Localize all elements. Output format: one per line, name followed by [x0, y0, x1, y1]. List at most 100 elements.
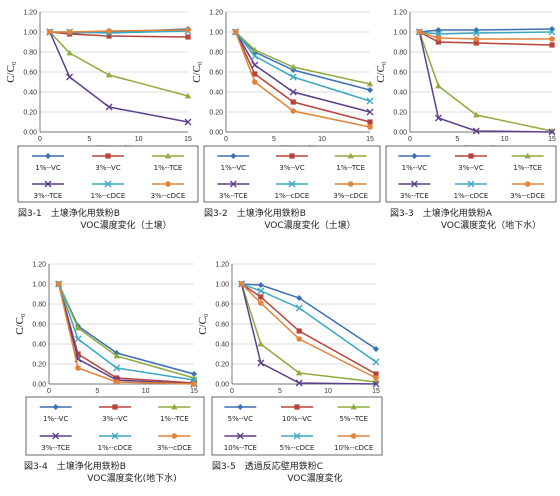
- legend-marker: [52, 404, 59, 410]
- data-point: [190, 376, 198, 384]
- data-point: [296, 295, 303, 301]
- y-tick-label: 0.80: [215, 302, 229, 309]
- series-line: [234, 31, 371, 128]
- legend-marker: [524, 152, 531, 159]
- legend: 1%--VC 3%--VC 1%--TCE 3%--TCE 1%--cDCE 3%--cD…: [385, 145, 557, 203]
- data-point: [434, 30, 442, 38]
- legend-label: 3%--TCE: [34, 192, 63, 200]
- legend-label: 1%--VC: [43, 415, 69, 423]
- x-tick-label: 10: [135, 136, 143, 143]
- data-point: [251, 46, 258, 53]
- caption-line-1: 図3-4 土壌浄化用鉄粉B: [24, 460, 126, 472]
- x-tick-label: 15: [372, 388, 380, 395]
- legend-marker: [105, 153, 111, 159]
- x-tick-label: 15: [190, 388, 198, 395]
- y-tick-label: 0.80: [32, 302, 46, 309]
- data-point: [290, 99, 296, 105]
- data-point: [113, 352, 120, 359]
- y-tick-label: 0.40: [393, 90, 407, 97]
- legend-marker: [52, 432, 60, 440]
- data-point: [472, 127, 480, 135]
- series-line: [234, 31, 371, 113]
- data-point: [232, 29, 239, 35]
- data-point: [106, 28, 112, 34]
- data-point: [549, 36, 555, 42]
- series-5%--cDCE: [238, 280, 380, 366]
- y-tick-label: 0.40: [32, 342, 46, 349]
- y-tick-label: 0.80: [209, 50, 223, 57]
- legend-marker: [524, 181, 531, 187]
- data-point: [257, 287, 265, 295]
- series-line: [235, 31, 371, 102]
- y-tick-label: 0.60: [23, 70, 37, 77]
- series-line: [419, 31, 553, 46]
- legend-label: 3%--TCE: [219, 192, 248, 200]
- data-point: [74, 324, 82, 331]
- series-line: [241, 283, 377, 379]
- caption-line-2: VOC濃度変化: [287, 472, 342, 484]
- y-tick-label: 0.20: [215, 362, 229, 369]
- data-point: [435, 35, 442, 41]
- data-point: [472, 29, 480, 37]
- legend-marker: [165, 181, 171, 187]
- legend-marker: [289, 153, 295, 159]
- data-point: [372, 380, 380, 388]
- data-point: [106, 33, 112, 39]
- data-point: [113, 364, 121, 372]
- data-point: [289, 73, 297, 81]
- y-tick-label: 1.00: [32, 282, 46, 289]
- series-line: [57, 283, 195, 379]
- data-point: [290, 63, 297, 70]
- legend-label: 3%--TCE: [400, 192, 429, 200]
- data-point: [296, 328, 302, 334]
- legend-label: 1%--cDCE: [275, 192, 310, 200]
- data-point: [75, 351, 81, 357]
- data-point: [47, 29, 53, 35]
- x-tick-label: 10: [324, 388, 332, 395]
- legend-marker: [229, 180, 237, 188]
- legend: 5%--VC 10%--VC 5%--TCE 10%--TCE 5%--cDCE 10%-…: [211, 396, 383, 456]
- y-tick-label: 1.20: [23, 10, 37, 17]
- series-3%--cDCE: [55, 281, 197, 387]
- data-point: [105, 103, 113, 111]
- series-line: [49, 31, 189, 123]
- legend-label: 5%--VC: [228, 415, 254, 423]
- legend-label: 3%--cDCE: [510, 192, 545, 200]
- legend-marker: [104, 180, 112, 188]
- data-point: [295, 379, 303, 387]
- data-point: [66, 49, 73, 56]
- x-tick-label: 5: [272, 136, 276, 143]
- legend-label: 1%--cDCE: [454, 192, 489, 200]
- data-point: [289, 88, 297, 96]
- legend-label: 1%--cDCE: [91, 192, 126, 200]
- data-point: [373, 375, 379, 381]
- data-point: [66, 73, 74, 81]
- x-tick-label: 10: [501, 136, 509, 143]
- legend-label: 1%--TCE: [513, 164, 542, 172]
- legend-marker: [111, 432, 119, 440]
- x-tick-label: 0: [38, 136, 42, 143]
- data-point: [473, 111, 480, 118]
- y-tick-label: 0.40: [23, 90, 37, 97]
- caption-line-1: 図3-3 土壌浄化用鉄粉A: [390, 207, 493, 219]
- y-tick-label: 1.00: [209, 30, 223, 37]
- series-line: [49, 31, 189, 97]
- series-line: [49, 29, 189, 33]
- data-point: [366, 108, 374, 116]
- data-point: [251, 52, 259, 60]
- series-line: [235, 31, 371, 85]
- y-tick-label: 0.40: [215, 342, 229, 349]
- data-point: [435, 27, 442, 33]
- y-tick-label: 0.20: [23, 110, 37, 117]
- y-tick-label: 0.00: [23, 130, 37, 137]
- y-tick-label: 1.00: [393, 30, 407, 37]
- data-point: [548, 28, 556, 36]
- legend-label: 3%--VC: [458, 164, 484, 172]
- legend: 1%--VC 3%--VC 1%--TCE 3%--TCE 1%--cDCE 3%--cD…: [203, 145, 381, 203]
- data-point: [290, 108, 297, 114]
- data-point: [258, 294, 264, 300]
- y-tick-label: 0.60: [209, 70, 223, 77]
- caption-line-1: 図3-5 透過反応壁用鉄粉C: [212, 460, 323, 472]
- legend-marker: [293, 432, 301, 440]
- series-line: [57, 283, 195, 381]
